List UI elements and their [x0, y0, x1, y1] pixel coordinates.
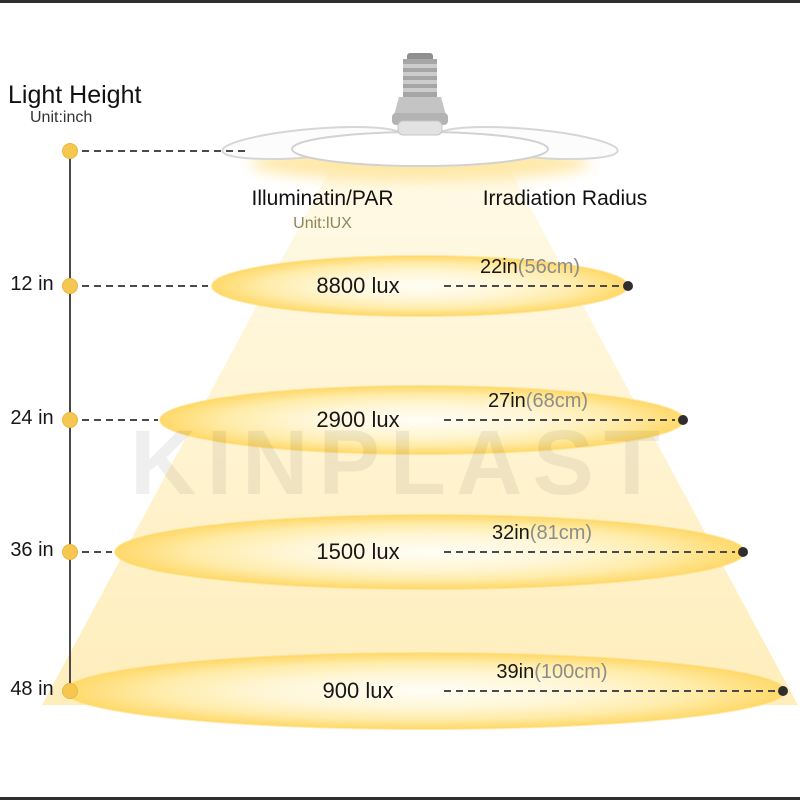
- lamp-hub: [397, 120, 443, 136]
- screw-ridge: [403, 88, 437, 92]
- radius-value-24in: 27in(68cm): [428, 390, 648, 413]
- radius-cm-24in: (68cm): [525, 390, 589, 412]
- height-label-12in: 12 in: [10, 273, 54, 295]
- screw-ridge: [403, 64, 437, 68]
- radius-cm-36in: (81cm): [529, 522, 593, 544]
- axis-dot-12in: [62, 278, 78, 294]
- screw-ridge: [403, 80, 437, 84]
- axis-dot-24in: [62, 412, 78, 428]
- lux-value-24in: 2900 lux: [316, 407, 400, 432]
- axis-dot-36in: [62, 544, 78, 560]
- lux-value-48in: 900 lux: [322, 678, 394, 703]
- height-unit-label: Unit:inch: [30, 109, 93, 126]
- illumination-column-header: Illuminatin/PAR: [251, 187, 394, 210]
- radius-end-dot-48in: [778, 686, 788, 696]
- lamp-neck: [394, 97, 446, 115]
- radius-column-header: Irradiation Radius: [482, 187, 648, 210]
- height-label-24in: 24 in: [10, 407, 54, 429]
- radius-end-dot-24in: [678, 415, 688, 425]
- radius-value-36in: 32in(81cm): [432, 522, 652, 545]
- radius-in-36in: 32in: [491, 522, 530, 544]
- radius-end-dot-12in: [623, 281, 633, 291]
- radius-cm-12in: (56cm): [517, 256, 581, 278]
- radius-in-12in: 22in: [479, 256, 518, 278]
- beam-diagram-graphic: [42, 53, 798, 730]
- lux-value-36in: 1500 lux: [316, 539, 400, 564]
- illumination-unit-label: Unit:lUX: [293, 215, 352, 232]
- height-label-48in: 48 in: [10, 678, 54, 700]
- radius-value-12in: 22in(56cm): [420, 256, 640, 279]
- radius-cm-48in: (100cm): [534, 661, 608, 683]
- lamp-blade-center: [291, 131, 549, 167]
- axis-dot-48in: [62, 683, 78, 699]
- radius-value-48in: 39in(100cm): [442, 661, 662, 684]
- axis-dot-top: [62, 143, 78, 159]
- page-title: Light Height: [8, 81, 142, 109]
- radius-end-dot-36in: [738, 547, 748, 557]
- radius-in-24in: 27in: [487, 390, 526, 412]
- height-label-36in: 36 in: [10, 539, 54, 561]
- screw-ridge: [403, 72, 437, 76]
- lux-value-12in: 8800 lux: [316, 273, 400, 298]
- lamp-icon: [221, 53, 619, 181]
- radius-in-48in: 39in: [496, 661, 535, 683]
